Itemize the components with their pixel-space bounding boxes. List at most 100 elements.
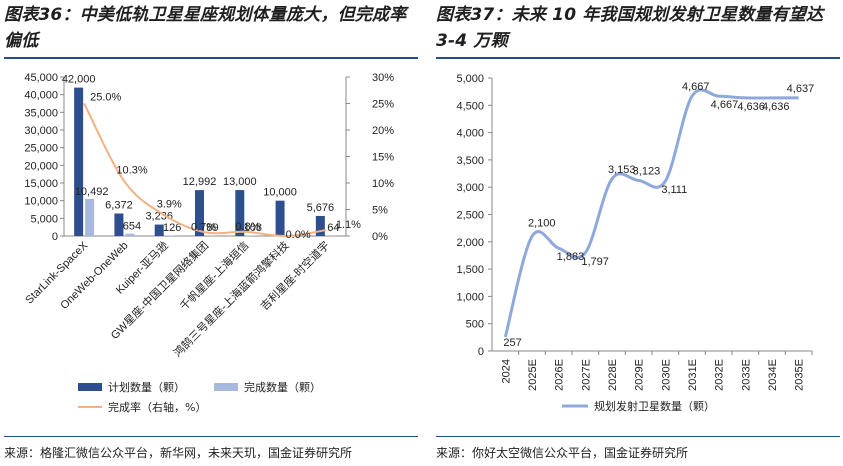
rate-point-label: 10.3% — [116, 164, 147, 176]
line-point-label: 1,883 — [557, 251, 585, 263]
line-point-label: 4,636 — [762, 101, 790, 113]
rate-point-label: 25.0% — [90, 92, 121, 104]
legend-plan-swatch — [78, 383, 102, 391]
legend-done-label: 完成数量（颗） — [244, 380, 321, 394]
plan-bar — [315, 215, 325, 236]
line-point-label: 3,111 — [661, 184, 687, 196]
line-point-label: 2,100 — [528, 217, 556, 229]
x-tick-label: 2027E — [580, 359, 592, 391]
completion-rate-line — [83, 103, 327, 238]
y-tick-label: 3,500 — [456, 155, 484, 167]
x-category-label: OneWeb-OneWeb — [58, 240, 130, 312]
done-bar-label: 89 — [206, 222, 218, 234]
plan-bar-label: 5,676 — [307, 202, 335, 214]
legend-plan-label: 计划数量（颗） — [108, 381, 185, 394]
line-point-label: 4,637 — [787, 83, 815, 95]
x-tick-label: 2031E — [687, 359, 699, 391]
rate-point-label: 1.1% — [336, 219, 361, 231]
y-tick-label: 1,500 — [456, 264, 484, 276]
y-tick-label: 2,500 — [456, 210, 484, 222]
x-tick-label: 2029E — [634, 359, 646, 391]
y-tick-label: 15,000 — [24, 178, 58, 190]
right-source-note: 来源：你好太空微信公众平台，国金证券研究所 — [436, 446, 689, 460]
x-tick-label: 2028E — [607, 359, 619, 391]
done-bar-label: 64 — [327, 222, 339, 234]
done-bar-label: 126 — [163, 222, 181, 234]
line-point-label: 3,153 — [608, 164, 636, 176]
plan-bar — [235, 190, 245, 236]
left-title-rule — [4, 57, 418, 59]
rate-point-label: 0.8% — [235, 221, 260, 233]
x-category-label: 吉利星座-时空道宇 — [257, 238, 332, 313]
y-tick-label: 45,000 — [24, 72, 58, 84]
y-tick-label: 4,500 — [456, 100, 484, 112]
y2-tick-label: 5% — [372, 205, 388, 217]
legend-rate-label: 完成率（右轴，%） — [108, 400, 206, 414]
left-source-note: 来源：格隆汇微信公众平台，新华网，未来天玑，国金证券研究所 — [4, 446, 353, 460]
x-tick-label: 2030E — [660, 359, 672, 391]
y2-tick-label: 30% — [372, 72, 394, 84]
y-tick-label: 0 — [478, 346, 484, 358]
x-tick-label: 2035E — [794, 359, 806, 391]
y2-tick-label: 10% — [372, 178, 394, 190]
line-point-label: 4,667 — [711, 99, 739, 111]
plan-bar-label: 42,000 — [62, 74, 96, 86]
y2-tick-label: 0% — [372, 231, 388, 243]
x-tick-label: 2034E — [767, 359, 779, 391]
plan-bar-label: 13,000 — [223, 176, 257, 188]
legend-done-swatch — [214, 383, 238, 391]
line-point-label: 4,667 — [682, 81, 710, 93]
y-tick-label: 4,000 — [456, 128, 484, 140]
rate-point-label: 3.9% — [157, 198, 182, 210]
y-tick-label: 500 — [466, 319, 484, 331]
right-line-chart: 0 500 1,000 1,500 2,000 2,500 3,000 3,500 4,000 4… — [456, 73, 815, 413]
launch-count-line — [503, 88, 799, 338]
left-bar-chart: 0 5,000 10,000 15,000 20,000 25,000 30,000 35,0… — [23, 72, 394, 414]
plan-bar — [74, 87, 84, 236]
y-tick-label: 2,000 — [456, 237, 484, 249]
x-tick-label: 2033E — [740, 359, 752, 391]
plan-bar — [275, 200, 285, 236]
plan-bar-label: 6,372 — [105, 199, 133, 211]
plan-bar-label: 3,236 — [145, 211, 173, 223]
line-point-label: 4,636 — [737, 101, 765, 113]
line-point-label: 3,123 — [633, 165, 661, 177]
line-point-label: 257 — [503, 337, 521, 349]
y-tick-label: 25,000 — [24, 143, 58, 155]
done-bar — [85, 198, 95, 236]
y2-tick-label: 25% — [372, 99, 394, 111]
legend-line-label: 规划发射卫星数量（颗） — [594, 399, 715, 413]
done-bar-label: 654 — [123, 221, 141, 233]
y-tick-label: 5,000 — [456, 73, 484, 85]
left-source-rule — [4, 436, 418, 437]
x-tick-label: 2025E — [527, 359, 539, 391]
rate-point-label: 0.0% — [286, 229, 311, 241]
x-tick-label: 2032E — [714, 359, 726, 391]
y-tick-label: 1,000 — [456, 291, 484, 303]
right-source-rule — [436, 436, 840, 437]
y-tick-label: 3,000 — [456, 182, 484, 194]
plan-bar — [154, 224, 164, 236]
left-chart-title: 图表36：中美低轨卫星星座规划体量庞大，但完成率偏低 — [4, 5, 407, 51]
y2-tick-label: 20% — [372, 125, 394, 137]
y2-tick-label: 15% — [372, 152, 394, 164]
right-title-rule — [436, 57, 840, 59]
plan-bar — [114, 213, 124, 236]
y-tick-label: 40,000 — [24, 90, 58, 102]
rate-point-label: 0.7% — [191, 221, 216, 233]
y-tick-label: 0 — [52, 231, 58, 243]
x-tick-label: 2024 — [500, 359, 512, 383]
y-tick-label: 35,000 — [24, 107, 58, 119]
right-chart-title: 图表37：未来 10 年我国规划发射卫星数量有望达 3-4 万颗 — [436, 5, 824, 51]
line-point-label: 1,797 — [581, 256, 609, 268]
y-tick-label: 20,000 — [24, 160, 58, 172]
x-category-label: 千帆星座-上海垣信 — [177, 238, 252, 313]
plan-bar-label: 12,992 — [183, 176, 217, 188]
done-bar — [125, 233, 135, 236]
y-tick-label: 5,000 — [30, 213, 58, 225]
x-tick-label: 2026E — [554, 359, 566, 391]
done-bar-label: 10,492 — [75, 186, 109, 198]
y-tick-label: 10,000 — [24, 196, 58, 208]
plan-bar — [195, 190, 204, 236]
y-tick-label: 30,000 — [24, 125, 58, 137]
